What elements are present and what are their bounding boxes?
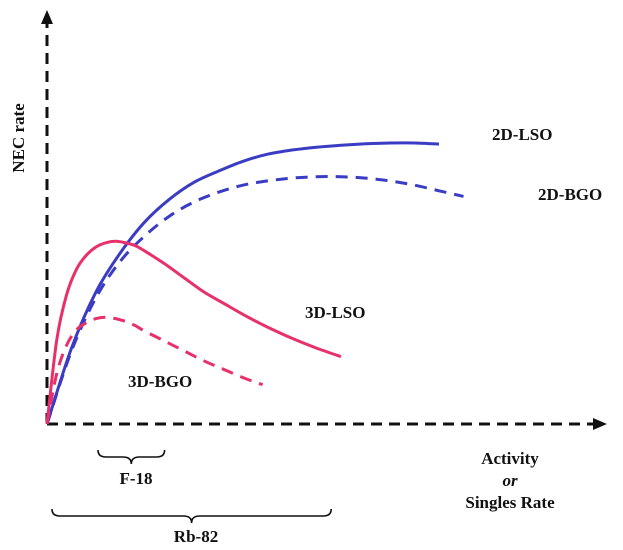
- series-label-3d-bgo: 3D-BGO: [128, 372, 192, 391]
- annotation-rb82: Rb-82: [174, 527, 218, 546]
- x-axis-label-line-1: Activity: [481, 449, 539, 468]
- series-label-2d-lso: 2D-LSO: [492, 125, 552, 144]
- x-axis-label-line-2: or: [502, 471, 518, 490]
- brace-rb-82: [51, 508, 332, 524]
- series-label-2d-bgo: 2D-BGO: [538, 185, 602, 204]
- brace-f-18: [97, 449, 166, 465]
- annotation-f18: F-18: [119, 469, 152, 488]
- series-line-3d-bgo: [45, 315, 264, 425]
- series-line-3d-lso: [45, 239, 342, 425]
- range-braces: [51, 449, 332, 524]
- series-label-3d-lso: 3D-LSO: [305, 303, 365, 322]
- x-axis-label-line-3: Singles Rate: [465, 493, 555, 512]
- y-axis-label: NEC rate: [9, 103, 28, 173]
- series-line-2d-bgo: [45, 175, 464, 425]
- series-line-2d-lso: [45, 141, 440, 425]
- series-layer: [45, 141, 464, 425]
